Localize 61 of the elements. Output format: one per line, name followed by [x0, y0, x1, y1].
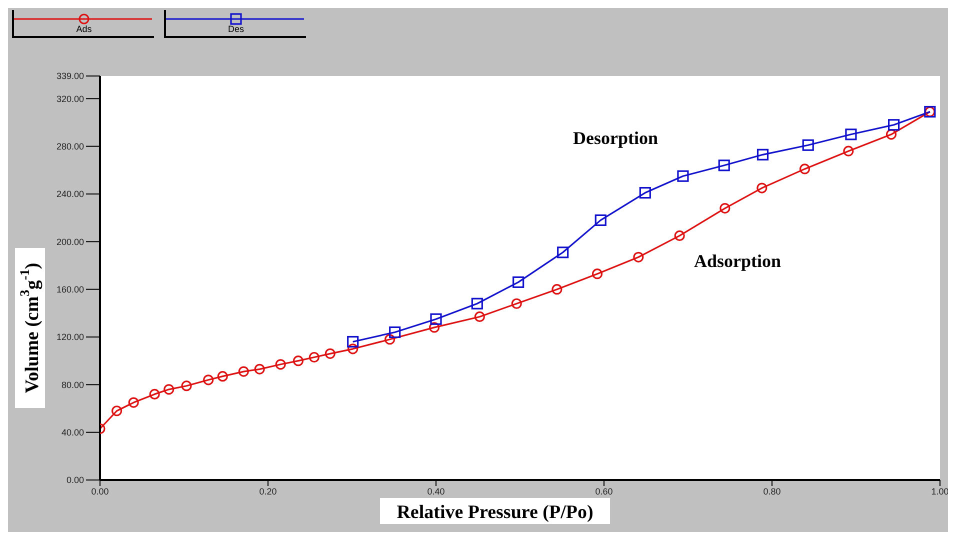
legend-label: Des: [226, 24, 245, 34]
point: [552, 284, 562, 295]
point: [639, 186, 651, 199]
legend-label: Ads: [75, 24, 93, 34]
x-tick-label: 0.40: [427, 486, 445, 496]
point: [720, 202, 730, 214]
point: [594, 214, 606, 226]
point: [886, 129, 897, 140]
point: [430, 313, 442, 325]
point: [557, 246, 569, 258]
y-tick-label: 339.00: [56, 71, 84, 82]
point: [843, 146, 854, 156]
point: [384, 334, 396, 345]
point: [845, 128, 857, 140]
point: [674, 230, 685, 241]
y-tick-label: 0.00: [66, 475, 84, 486]
point: [512, 276, 524, 288]
point: [799, 164, 810, 174]
point: [275, 359, 286, 370]
point: [149, 388, 160, 400]
y-tick-label: 240.00: [56, 189, 84, 200]
point: [308, 352, 320, 363]
x-tick-label: 0.00: [91, 486, 109, 496]
point: [203, 374, 214, 386]
y-tick-label: 200.00: [56, 236, 84, 247]
y-tick-label: 160.00: [56, 284, 84, 295]
y-tick-label: 280.00: [56, 142, 84, 152]
point: [888, 119, 900, 131]
point: [677, 170, 689, 182]
x-tick-label: 0.60: [595, 486, 613, 496]
point: [756, 182, 768, 194]
point: [389, 326, 401, 338]
x-tick-label: 0.20: [259, 486, 277, 496]
point: [429, 322, 440, 333]
point: [347, 336, 359, 348]
point: [348, 344, 358, 354]
point: [471, 298, 483, 310]
annotation: Desorption: [573, 128, 658, 149]
y-tick-label: 320.00: [56, 94, 84, 104]
y-tick-label: 120.00: [56, 332, 84, 342]
point: [217, 371, 228, 382]
x-tick-label: 0.80: [763, 486, 781, 496]
point: [164, 384, 174, 395]
point: [592, 268, 603, 280]
point: [633, 252, 644, 262]
point: [254, 364, 265, 374]
y-tick-label: 40.00: [61, 428, 84, 438]
point: [128, 397, 139, 408]
point: [511, 298, 522, 309]
point: [292, 356, 304, 366]
point: [474, 311, 485, 322]
point: [112, 406, 122, 416]
point: [324, 348, 336, 359]
annotation: Adsorption: [694, 251, 782, 272]
point: [718, 160, 730, 172]
point: [802, 139, 814, 151]
point: [238, 366, 249, 377]
y-tick-label: 80.00: [61, 380, 84, 390]
x-axis-title: Relative Pressure (P/Po): [396, 502, 594, 523]
point: [181, 380, 192, 392]
point: [756, 148, 769, 160]
